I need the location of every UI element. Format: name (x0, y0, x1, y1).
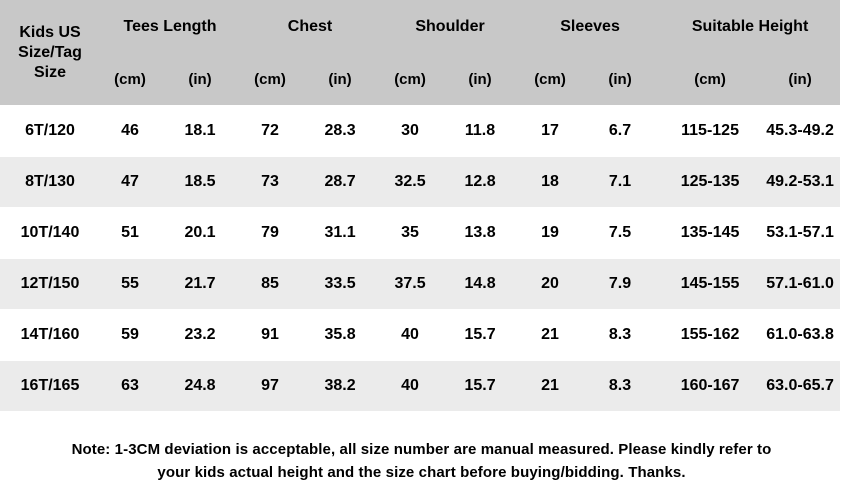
value-cell: 6.7 (580, 105, 661, 157)
size-cell: 8T/130 (0, 156, 100, 208)
value-cell: 7.5 (580, 207, 661, 259)
value-cell: 11.8 (440, 105, 521, 157)
unit-cm-header: (cm) (100, 54, 160, 106)
unit-in-header: (in) (760, 54, 841, 106)
value-cell: 8.3 (580, 309, 661, 361)
sleeves-header: Sleeves (520, 0, 661, 54)
size-cell: 12T/150 (0, 258, 100, 310)
value-cell: 51 (100, 207, 160, 259)
value-cell: 12.8 (440, 156, 521, 208)
tees-length-header: Tees Length (100, 0, 241, 54)
unit-cm-header: (cm) (240, 54, 301, 106)
value-cell: 38.2 (300, 360, 381, 411)
suitable-height-header: Suitable Height (660, 0, 841, 54)
value-cell: 18.5 (160, 156, 241, 208)
size-cell: 16T/165 (0, 360, 100, 411)
value-cell: 40 (380, 309, 441, 361)
size-cell: 14T/160 (0, 309, 100, 361)
value-cell: 14.8 (440, 258, 521, 310)
unit-cm-header: (cm) (520, 54, 581, 106)
shoulder-header: Shoulder (380, 0, 521, 54)
size-cell: 10T/140 (0, 207, 100, 259)
value-cell: 63 (100, 360, 160, 411)
size-cell: 6T/120 (0, 105, 100, 157)
value-cell: 13.8 (440, 207, 521, 259)
value-cell: 46 (100, 105, 160, 157)
value-cell: 73 (240, 156, 301, 208)
unit-in-header: (in) (580, 54, 661, 106)
value-cell: 115-125 (660, 105, 761, 157)
unit-cm-header: (cm) (380, 54, 441, 106)
value-cell: 45.3-49.2 (760, 105, 841, 157)
value-cell: 35.8 (300, 309, 381, 361)
value-cell: 15.7 (440, 309, 521, 361)
table-row: 16T/165 63 24.8 97 38.2 40 15.7 21 8.3 160-167 63.… (0, 360, 841, 411)
value-cell: 20.1 (160, 207, 241, 259)
table-row: 6T/120 46 18.1 72 28.3 30 11.8 17 6.7 115-125 45.3… (0, 105, 841, 157)
value-cell: 72 (240, 105, 301, 157)
value-cell: 20 (520, 258, 581, 310)
value-cell: 49.2-53.1 (760, 156, 841, 208)
unit-in-header: (in) (160, 54, 241, 106)
value-cell: 63.0-65.7 (760, 360, 841, 411)
value-cell: 155-162 (660, 309, 761, 361)
value-cell: 8.3 (580, 360, 661, 411)
value-cell: 32.5 (380, 156, 441, 208)
value-cell: 17 (520, 105, 581, 157)
value-cell: 21 (520, 309, 581, 361)
header-row-groups: Kids US Size/Tag Size Tees Length Chest … (0, 0, 841, 106)
value-cell: 18 (520, 156, 581, 208)
value-cell: 28.7 (300, 156, 381, 208)
value-cell: 28.3 (300, 105, 381, 157)
value-cell: 55 (100, 258, 160, 310)
value-cell: 30 (380, 105, 441, 157)
value-cell: 18.1 (160, 105, 241, 157)
value-cell: 47 (100, 156, 160, 208)
size-table: Kids US Size/Tag Size Tees Length Chest … (0, 0, 841, 411)
unit-cm-header: (cm) (660, 54, 761, 106)
header-row-units: (cm) (in) (cm) (in) (cm) (in) (cm) (in) … (0, 54, 841, 106)
value-cell: 33.5 (300, 258, 381, 310)
value-cell: 125-135 (660, 156, 761, 208)
value-cell: 79 (240, 207, 301, 259)
value-cell: 21.7 (160, 258, 241, 310)
note-line-1: Note: 1-3CM deviation is acceptable, all… (71, 441, 772, 458)
value-cell: 24.8 (160, 360, 241, 411)
unit-in-header: (in) (440, 54, 521, 106)
value-cell: 7.1 (580, 156, 661, 208)
value-cell: 35 (380, 207, 441, 259)
value-cell: 7.9 (580, 258, 661, 310)
value-cell: 53.1-57.1 (760, 207, 841, 259)
value-cell: 21 (520, 360, 581, 411)
value-cell: 135-145 (660, 207, 761, 259)
table-row: 14T/160 59 23.2 91 35.8 40 15.7 21 8.3 155-162 61.… (0, 309, 841, 361)
table-row: 10T/140 51 20.1 79 31.1 35 13.8 19 7.5 135-145 53.… (0, 207, 841, 259)
value-cell: 23.2 (160, 309, 241, 361)
value-cell: 15.7 (440, 360, 521, 411)
value-cell: 91 (240, 309, 301, 361)
value-cell: 19 (520, 207, 581, 259)
note: Note: 1-3CM deviation is acceptable, all… (0, 438, 843, 484)
value-cell: 40 (380, 360, 441, 411)
value-cell: 85 (240, 258, 301, 310)
value-cell: 61.0-63.8 (760, 309, 841, 361)
value-cell: 57.1-61.0 (760, 258, 841, 310)
unit-in-header: (in) (300, 54, 381, 106)
size-chart: Kids US Size/Tag Size Tees Length Chest … (0, 0, 841, 481)
size-column-header: Kids US Size/Tag Size (0, 0, 100, 106)
table-row: 12T/150 55 21.7 85 33.5 37.5 14.8 20 7.9 145-155 5… (0, 258, 841, 310)
value-cell: 59 (100, 309, 160, 361)
value-cell: 97 (240, 360, 301, 411)
table-row: 8T/130 47 18.5 73 28.7 32.5 12.8 18 7.1 125-135 49… (0, 156, 841, 208)
value-cell: 31.1 (300, 207, 381, 259)
value-cell: 37.5 (380, 258, 441, 310)
value-cell: 145-155 (660, 258, 761, 310)
value-cell: 160-167 (660, 360, 761, 411)
size-table-body: 6T/120 46 18.1 72 28.3 30 11.8 17 6.7 115-125 45.3… (0, 105, 841, 411)
chest-header: Chest (240, 0, 381, 54)
note-line-2: your kids actual height and the size cha… (157, 464, 686, 481)
